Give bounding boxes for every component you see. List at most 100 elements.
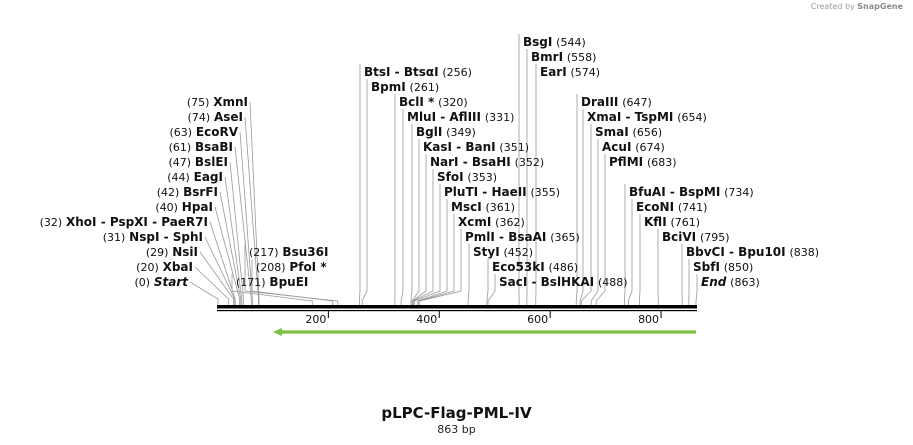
enzyme-name: XmaI - TspMI (587, 110, 673, 124)
cut-position: (261) (410, 81, 440, 94)
enzyme-label[interactable]: (61) BsaBI (169, 140, 233, 154)
leader-line (231, 274, 313, 305)
enzyme-label[interactable]: KasI - BanI (351) (423, 140, 529, 154)
enzyme-label[interactable]: DraIII (647) (581, 95, 652, 109)
enzyme-label[interactable]: PmlI - BsaAI (365) (465, 230, 580, 244)
enzyme-label[interactable]: EarI (574) (540, 65, 600, 79)
leader-line (249, 101, 260, 305)
enzyme-label[interactable]: (47) BslEI (169, 155, 229, 169)
enzyme-label[interactable]: (0) Start (134, 275, 189, 289)
leader-line (189, 281, 219, 305)
enzyme-label[interactable]: BsgI (544) (523, 35, 586, 49)
enzyme-label[interactable]: BclI * (320) (399, 95, 468, 109)
leader-line (224, 176, 243, 305)
enzyme-label[interactable]: BtsI - BtsαI (256) (364, 65, 472, 79)
cut-position: (29) (146, 246, 169, 259)
enzyme-label[interactable]: PflMI (683) (609, 155, 677, 169)
enzyme-label[interactable]: (208) PfoI * (256, 260, 327, 274)
enzyme-name: EagI (194, 170, 223, 184)
leader-line (627, 199, 633, 305)
enzyme-name: BpuEI (269, 275, 308, 289)
cut-position: (256) (442, 66, 472, 79)
leader-line (244, 244, 339, 305)
cut-position: (31) (103, 231, 126, 244)
enzyme-label[interactable]: XmaI - TspMI (654) (587, 110, 707, 124)
cut-position: (42) (157, 186, 180, 199)
enzyme-label[interactable]: (74) AseI (188, 110, 243, 124)
leader-lines (189, 34, 698, 305)
enzyme-name: PmlI - BsaAI (465, 230, 546, 244)
enzyme-label[interactable]: NarI - BsaHI (352) (430, 155, 544, 169)
enzyme-label[interactable]: BfuAI - BspMI (734) (629, 185, 754, 199)
enzyme-label[interactable]: SbfI (850) (693, 260, 753, 274)
cut-position: (63) (169, 126, 192, 139)
cut-position: (761) (671, 216, 701, 229)
enzyme-name: XbaI (163, 260, 193, 274)
enzyme-label[interactable]: StyI (452) (473, 245, 533, 259)
leader-line (624, 184, 626, 305)
enzyme-name: EcoNI (636, 200, 674, 214)
plasmid-name: pLPC-Flag-PML-IV (381, 404, 532, 422)
feature-arrowhead[interactable] (272, 328, 282, 336)
leader-line (695, 274, 698, 305)
cut-position: (362) (495, 216, 525, 229)
cut-position: (647) (622, 96, 652, 109)
leader-line (410, 124, 413, 305)
enzyme-label[interactable]: (42) BsrFI (157, 185, 218, 199)
enzyme-label[interactable]: Eco53kI (486) (492, 260, 578, 274)
leader-line (214, 206, 241, 305)
enzyme-label[interactable]: (171) BpuEI (236, 275, 308, 289)
enzyme-label[interactable]: (217) Bsu36I (249, 245, 328, 259)
cut-position: (741) (678, 201, 708, 214)
leader-line (194, 266, 229, 305)
enzyme-label[interactable]: SacI - BslHKAI (488) (499, 275, 628, 289)
enzyme-label[interactable]: AcuI (674) (602, 140, 665, 154)
leader-line (639, 214, 641, 305)
enzyme-label[interactable]: BmrI (558) (531, 50, 596, 64)
enzyme-label[interactable]: BglI (349) (416, 125, 476, 139)
enzyme-label[interactable]: PluTI - HaeII (355) (444, 185, 560, 199)
ruler-tick-label: 200 (305, 313, 326, 326)
enzyme-label[interactable]: SfoI (353) (437, 170, 497, 184)
enzyme-name: NspI - SphI (129, 230, 203, 244)
enzyme-label[interactable]: (63) EcoRV (169, 125, 238, 139)
enzyme-label[interactable]: (75) XmnI (187, 95, 248, 109)
enzyme-label[interactable]: (40) HpaI (155, 200, 213, 214)
enzyme-label[interactable]: (20) XbaI (136, 260, 193, 274)
enzyme-label[interactable]: MluI - AflIII (331) (407, 110, 514, 124)
enzyme-label[interactable]: End (863) (701, 275, 760, 289)
leader-line (412, 154, 427, 305)
enzyme-label[interactable]: BciVI (795) (662, 230, 730, 244)
enzyme-name: BmrI (531, 50, 563, 64)
enzyme-label[interactable]: (31) NspI - SphI (103, 230, 203, 244)
leader-line (400, 109, 404, 305)
leader-line (209, 221, 236, 305)
cut-position: (320) (438, 96, 468, 109)
sequence-backbone (217, 305, 697, 312)
enzyme-name: KflI (644, 215, 667, 229)
cut-position: (656) (633, 126, 663, 139)
enzyme-labels[interactable]: (0) Start(20) XbaI(29) NsiI(31) NspI - S… (40, 35, 819, 289)
enzyme-label[interactable]: XcmI (362) (458, 215, 525, 229)
enzyme-name: EcoRV (196, 125, 239, 139)
enzyme-label[interactable]: EcoNI (741) (636, 200, 707, 214)
cut-position: (355) (530, 186, 560, 199)
enzyme-label[interactable]: SmaI (656) (595, 125, 662, 139)
enzyme-label[interactable]: (32) XhoI - PspXI - PaeR7I (40, 215, 208, 229)
enzyme-label[interactable]: (29) NsiI (146, 245, 198, 259)
enzyme-name: StyI (473, 245, 500, 259)
enzyme-label[interactable]: BpmI (261) (371, 80, 439, 94)
enzyme-label[interactable]: MscI (361) (451, 200, 515, 214)
leader-line (229, 161, 244, 305)
feature-arrow[interactable] (272, 328, 696, 336)
enzyme-name: MscI (451, 200, 482, 214)
enzyme-label[interactable]: KflI (761) (644, 215, 700, 229)
enzyme-label[interactable]: BbvCI - Bpu10I (838) (686, 245, 819, 259)
enzyme-name: SbfI (693, 260, 720, 274)
leader-line (590, 139, 599, 305)
enzyme-name: BciVI (662, 230, 696, 244)
leader-line (595, 154, 606, 305)
enzyme-label[interactable]: (44) EagI (167, 170, 223, 184)
leader-line (411, 139, 420, 305)
